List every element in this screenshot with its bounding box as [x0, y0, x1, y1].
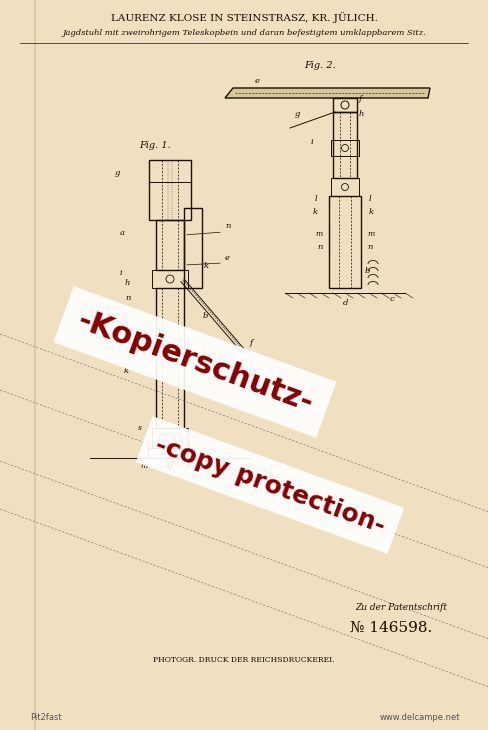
Text: Fig. 1.: Fig. 1.: [139, 140, 171, 150]
Text: k: k: [204, 262, 209, 270]
Text: b: b: [203, 312, 208, 320]
Text: m: m: [185, 462, 192, 470]
Text: i: i: [120, 269, 122, 277]
Text: i: i: [311, 138, 314, 146]
Bar: [156, 288, 184, 428]
Bar: [148, 448, 192, 458]
Text: g: g: [115, 169, 121, 177]
Bar: [331, 178, 359, 196]
Text: LAURENZ KLOSE IN STEINSTRASZ, KR. JÜLICH.: LAURENZ KLOSE IN STEINSTRASZ, KR. JÜLICH…: [111, 12, 377, 23]
Text: PHOTOGR. DRUCK DER REICHSDRUCKEREI.: PHOTOGR. DRUCK DER REICHSDRUCKEREI.: [153, 656, 335, 664]
Text: f: f: [359, 95, 362, 103]
Bar: [152, 270, 188, 288]
Text: n: n: [367, 243, 372, 251]
Bar: [152, 428, 188, 448]
Text: -Kopierschutz-: -Kopierschutz-: [73, 306, 317, 418]
Bar: [331, 140, 359, 156]
Text: k: k: [369, 208, 374, 216]
Text: b: b: [124, 312, 129, 320]
Text: № 146598.: № 146598.: [350, 621, 432, 635]
Text: m: m: [367, 230, 374, 238]
Text: f: f: [250, 339, 253, 347]
Text: n: n: [225, 222, 230, 230]
Text: h: h: [359, 110, 365, 118]
Text: e: e: [225, 254, 230, 262]
Bar: [156, 220, 184, 270]
Text: k: k: [201, 367, 206, 375]
Bar: [149, 160, 191, 220]
Text: e: e: [255, 77, 260, 85]
Bar: [184, 208, 202, 288]
Text: h: h: [125, 279, 130, 287]
Text: l: l: [369, 195, 372, 203]
Text: Pit2fast: Pit2fast: [30, 713, 61, 723]
Bar: [329, 196, 361, 288]
Text: n: n: [317, 243, 323, 251]
Text: l: l: [126, 347, 129, 355]
Text: g: g: [295, 110, 301, 118]
Bar: [333, 112, 357, 178]
Text: l: l: [203, 347, 205, 355]
Text: -copy protection-: -copy protection-: [152, 432, 388, 538]
Text: c: c: [390, 295, 395, 303]
Text: m: m: [140, 462, 147, 470]
Text: k: k: [313, 208, 318, 216]
Text: Zu der Patentschrift: Zu der Patentschrift: [355, 604, 447, 612]
Text: b: b: [365, 267, 370, 275]
Polygon shape: [225, 88, 430, 98]
Text: Fig. 2.: Fig. 2.: [304, 61, 336, 69]
Text: Jagdstuhl mit zweirohrigem Teleskopbein und daran befestigtem umklappbarem Sitz.: Jagdstuhl mit zweirohrigem Teleskopbein …: [62, 29, 426, 37]
Text: d: d: [343, 299, 348, 307]
Text: s: s: [138, 424, 142, 432]
Text: n: n: [125, 294, 130, 302]
Bar: [333, 98, 357, 112]
Text: www.delcampe.net: www.delcampe.net: [380, 713, 460, 723]
Text: d: d: [165, 462, 170, 470]
Text: a: a: [120, 229, 125, 237]
Text: k: k: [124, 367, 129, 375]
Text: l: l: [315, 195, 318, 203]
Text: m: m: [315, 230, 322, 238]
